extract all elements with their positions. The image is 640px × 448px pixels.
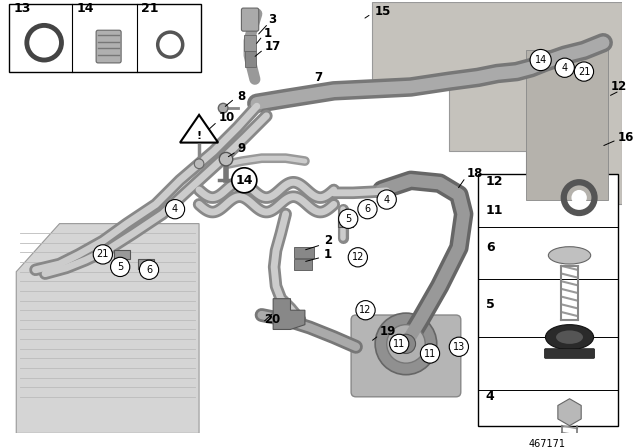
FancyBboxPatch shape bbox=[8, 4, 201, 72]
Text: 6: 6 bbox=[364, 204, 371, 214]
Circle shape bbox=[375, 313, 436, 375]
Text: 1: 1 bbox=[264, 26, 271, 39]
Circle shape bbox=[555, 58, 574, 78]
Text: 15: 15 bbox=[374, 5, 390, 18]
Text: 18: 18 bbox=[467, 167, 483, 180]
Circle shape bbox=[232, 168, 257, 193]
FancyBboxPatch shape bbox=[96, 30, 121, 63]
Ellipse shape bbox=[548, 247, 591, 264]
Text: 12: 12 bbox=[351, 252, 364, 262]
Circle shape bbox=[396, 334, 415, 353]
Circle shape bbox=[449, 337, 468, 357]
Text: 5: 5 bbox=[486, 298, 495, 311]
FancyBboxPatch shape bbox=[478, 173, 618, 426]
FancyBboxPatch shape bbox=[545, 349, 595, 358]
Circle shape bbox=[574, 62, 593, 81]
Text: 10: 10 bbox=[218, 111, 235, 124]
Circle shape bbox=[220, 152, 233, 166]
Polygon shape bbox=[180, 115, 218, 142]
Text: 7: 7 bbox=[314, 71, 323, 84]
Text: 467171: 467171 bbox=[529, 439, 566, 448]
Text: 5: 5 bbox=[345, 214, 351, 224]
Text: 12: 12 bbox=[486, 175, 503, 188]
Text: 4: 4 bbox=[562, 63, 568, 73]
Circle shape bbox=[93, 245, 113, 264]
FancyBboxPatch shape bbox=[241, 8, 259, 31]
Text: 21: 21 bbox=[141, 2, 159, 15]
Circle shape bbox=[218, 103, 228, 113]
Circle shape bbox=[140, 260, 159, 280]
Text: 1: 1 bbox=[324, 248, 332, 261]
Text: 16: 16 bbox=[618, 130, 634, 143]
FancyBboxPatch shape bbox=[294, 247, 314, 258]
Text: 11: 11 bbox=[486, 204, 503, 217]
Text: 4: 4 bbox=[172, 204, 178, 214]
Text: 21: 21 bbox=[97, 250, 109, 259]
Ellipse shape bbox=[556, 331, 583, 344]
Circle shape bbox=[572, 190, 587, 205]
Circle shape bbox=[387, 325, 425, 363]
Text: 12: 12 bbox=[611, 81, 627, 94]
FancyBboxPatch shape bbox=[245, 52, 256, 67]
FancyBboxPatch shape bbox=[526, 51, 608, 199]
Circle shape bbox=[348, 248, 367, 267]
Text: !: ! bbox=[196, 131, 202, 141]
Ellipse shape bbox=[545, 325, 593, 350]
Polygon shape bbox=[558, 399, 581, 426]
Circle shape bbox=[339, 209, 358, 228]
Circle shape bbox=[530, 49, 551, 71]
Text: 11: 11 bbox=[393, 339, 405, 349]
Text: 20: 20 bbox=[264, 313, 281, 326]
Text: 4: 4 bbox=[383, 194, 390, 205]
Text: 21: 21 bbox=[578, 67, 590, 77]
Text: 5: 5 bbox=[117, 262, 124, 272]
Text: 6: 6 bbox=[486, 241, 495, 254]
Text: 13: 13 bbox=[13, 2, 31, 15]
Circle shape bbox=[356, 301, 375, 320]
FancyBboxPatch shape bbox=[294, 259, 312, 270]
Text: 6: 6 bbox=[146, 265, 152, 275]
Polygon shape bbox=[16, 224, 199, 433]
Text: 17: 17 bbox=[264, 40, 281, 53]
Text: 14: 14 bbox=[236, 174, 253, 187]
Text: 11: 11 bbox=[424, 349, 436, 358]
Circle shape bbox=[195, 159, 204, 168]
Text: 12: 12 bbox=[359, 305, 372, 315]
Circle shape bbox=[377, 190, 396, 209]
Text: 13: 13 bbox=[452, 342, 465, 352]
Circle shape bbox=[420, 344, 440, 363]
FancyBboxPatch shape bbox=[351, 315, 461, 397]
Circle shape bbox=[165, 199, 184, 219]
FancyBboxPatch shape bbox=[115, 250, 130, 259]
Text: 2: 2 bbox=[324, 234, 332, 247]
Text: 4: 4 bbox=[486, 390, 495, 403]
Text: 14: 14 bbox=[534, 55, 547, 65]
FancyBboxPatch shape bbox=[338, 217, 353, 227]
FancyBboxPatch shape bbox=[138, 259, 154, 269]
Polygon shape bbox=[273, 299, 305, 329]
Circle shape bbox=[390, 334, 409, 353]
Text: 14: 14 bbox=[77, 2, 94, 15]
FancyBboxPatch shape bbox=[244, 35, 256, 52]
Text: 8: 8 bbox=[237, 90, 246, 103]
Text: 9: 9 bbox=[237, 142, 246, 155]
Circle shape bbox=[111, 257, 130, 276]
Text: 19: 19 bbox=[380, 325, 396, 338]
Text: 3: 3 bbox=[268, 13, 276, 26]
Circle shape bbox=[358, 199, 377, 219]
Polygon shape bbox=[372, 2, 623, 204]
